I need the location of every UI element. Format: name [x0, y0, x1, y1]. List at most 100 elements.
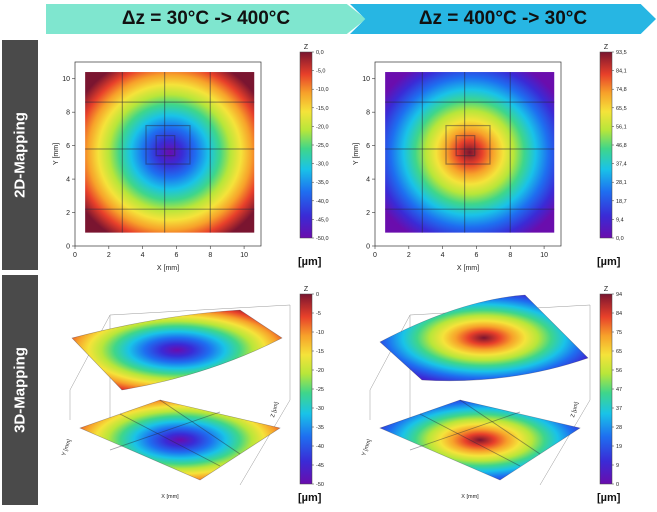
x-axis-title: X [mm] — [461, 494, 479, 500]
chip-structure — [385, 72, 555, 233]
colorbar — [299, 293, 313, 485]
header-cooling: Δz = 400°C -> 30°C — [350, 4, 656, 34]
colorbar-tick-label: -5 — [316, 311, 321, 317]
chip-structure — [85, 72, 255, 233]
colorbar-tick-label: -20,0 — [316, 124, 329, 130]
colorbar-tick-label: -20 — [316, 368, 324, 374]
y-tick-label: 4 — [366, 177, 370, 184]
y-tick-label: 8 — [66, 110, 70, 117]
z-axis-title: Z [µm] — [270, 401, 280, 418]
x-tick-label: 6 — [175, 252, 179, 259]
colorbar-tick-label: 19 — [616, 444, 622, 450]
colorbar-tick-label: -45 — [316, 463, 324, 469]
heatmap-2d-heating: 0 2 4 6 8 10 0 2 4 6 8 10 X [mm] Y [mm] Z 0,0 -5,0 -10,0 -… — [53, 44, 329, 272]
z-axis-title: Z [µm] — [570, 401, 580, 418]
lower-projection — [379, 399, 581, 481]
colorbar-tick-label: 56 — [616, 368, 622, 374]
x-tick-label: 0 — [73, 252, 77, 259]
header-heating-text: Δz = 30°C -> 400°C — [121, 8, 291, 29]
x-tick-label: 8 — [508, 252, 512, 259]
colorbar-tick-label: -30,0 — [316, 162, 329, 168]
colorbar-tick-label: -15,0 — [316, 106, 329, 112]
colorbar-tick-label: 84,1 — [616, 69, 627, 75]
colorbar-tick-label: 9 — [616, 463, 619, 469]
colorbar-tick-label: -10 — [316, 330, 324, 336]
colorbar-tick-label: 65,5 — [616, 106, 627, 112]
x-tick-label: 0 — [373, 252, 377, 259]
y-axis-title: Y [mm] — [353, 143, 360, 165]
y-tick-label: 6 — [366, 143, 370, 150]
colorbar-tick-label: 37 — [616, 406, 622, 412]
y-tick-label: 2 — [366, 210, 370, 217]
colorbar-title: Z — [304, 286, 309, 293]
colorbar-tick-label: 46,8 — [616, 143, 627, 149]
colorbar-tick-label: -35 — [316, 425, 324, 431]
chip-structure — [409, 399, 541, 467]
chip-structure — [109, 399, 241, 467]
colorbar-tick-label: 93,5 — [616, 50, 627, 56]
y-tick-label: 0 — [366, 244, 370, 251]
unit-label-3d-heating: [µm] — [298, 492, 322, 504]
colorbar — [299, 51, 313, 239]
y-tick-label: 6 — [66, 143, 70, 150]
y-tick-label: 0 — [66, 244, 70, 251]
unit-label-2d-cooling: [µm] — [597, 256, 621, 268]
x-tick-label: 8 — [208, 252, 212, 259]
colorbar — [599, 51, 613, 239]
row-label-2d: 2D-Mapping — [2, 40, 38, 270]
y-tick-label: 8 — [366, 110, 370, 117]
colorbar-tick-label: -10,0 — [316, 87, 329, 93]
colorbar-title: Z — [604, 286, 609, 293]
colorbar-tick-label: 28,1 — [616, 180, 627, 186]
heatmap-2d-cooling: 0 2 4 6 8 10 0 2 4 6 8 10 X [mm] Y [mm] Z 93,5 84,1 74,8 6… — [353, 44, 627, 272]
colorbar-tick-label: -40 — [316, 444, 324, 450]
header-cooling-text: Δz = 400°C -> 30°C — [418, 8, 588, 29]
colorbar-tick-label: -40,0 — [316, 199, 329, 205]
x-tick-label: 10 — [240, 252, 248, 259]
x-tick-label: 2 — [107, 252, 111, 259]
colorbar-tick-label: 74,8 — [616, 87, 627, 93]
x-tick-label: 4 — [141, 252, 145, 259]
colorbar-tick-label: 65 — [616, 349, 622, 355]
row-label-3d: 3D-Mapping — [2, 275, 38, 505]
colorbar-tick-label: -35,0 — [316, 180, 329, 186]
upper-surface — [71, 309, 283, 391]
colorbar-tick-label: -45,0 — [316, 217, 329, 223]
colorbar-tick-label: 0,0 — [316, 50, 324, 56]
colorbar-tick-label: 0 — [316, 292, 319, 298]
colorbar-title: Z — [604, 44, 609, 51]
colorbar-tick-label: 75 — [616, 330, 622, 336]
colorbar-tick-label: -50,0 — [316, 236, 329, 242]
colorbar-tick-label: 37,4 — [616, 162, 627, 168]
lower-projection — [79, 399, 281, 481]
colorbar-tick-label: -5,0 — [316, 69, 325, 75]
colorbar-tick-label: -50 — [316, 482, 324, 488]
colorbar-title: Z — [304, 44, 309, 51]
x-tick-label: 2 — [407, 252, 411, 259]
colorbar-tick-label: 0 — [616, 482, 619, 488]
x-axis-title: X [mm] — [457, 265, 479, 272]
surface-3d-cooling: X [mm] Y [mm] Z [µm] Z 94 84 75 65 56 47 37 28 19 9 0 — [361, 286, 622, 500]
unit-label-3d-cooling: [µm] — [597, 492, 621, 504]
x-tick-label: 4 — [441, 252, 445, 259]
y-axis-title: Y [mm] — [61, 438, 73, 457]
header-heating: Δz = 30°C -> 400°C — [46, 4, 366, 34]
x-tick-label: 6 — [475, 252, 479, 259]
colorbar-tick-label: -25 — [316, 387, 324, 393]
colorbar — [599, 293, 613, 485]
colorbar-tick-label: 94 — [616, 292, 622, 298]
x-tick-label: 10 — [540, 252, 548, 259]
heatmap-field — [85, 72, 255, 233]
colorbar-tick-label: 9,4 — [616, 217, 624, 223]
row-label-3d-text: 3D-Mapping — [11, 347, 29, 433]
surface-3d-heating: X [mm] Y [mm] Z [µm] Z 0 -5 -10 -15 -20 -25 -30 -35… — [61, 286, 324, 500]
upper-surface — [379, 294, 589, 382]
x-axis-title: X [mm] — [157, 265, 179, 272]
colorbar-tick-label: 0,0 — [616, 236, 624, 242]
colorbar-tick-label: -30 — [316, 406, 324, 412]
y-axis-title: Y [mm] — [361, 438, 373, 457]
y-tick-label: 10 — [362, 76, 370, 83]
y-axis-title: Y [mm] — [53, 143, 60, 165]
x-axis-title: X [mm] — [161, 494, 179, 500]
row-label-2d-text: 2D-Mapping — [11, 112, 29, 198]
